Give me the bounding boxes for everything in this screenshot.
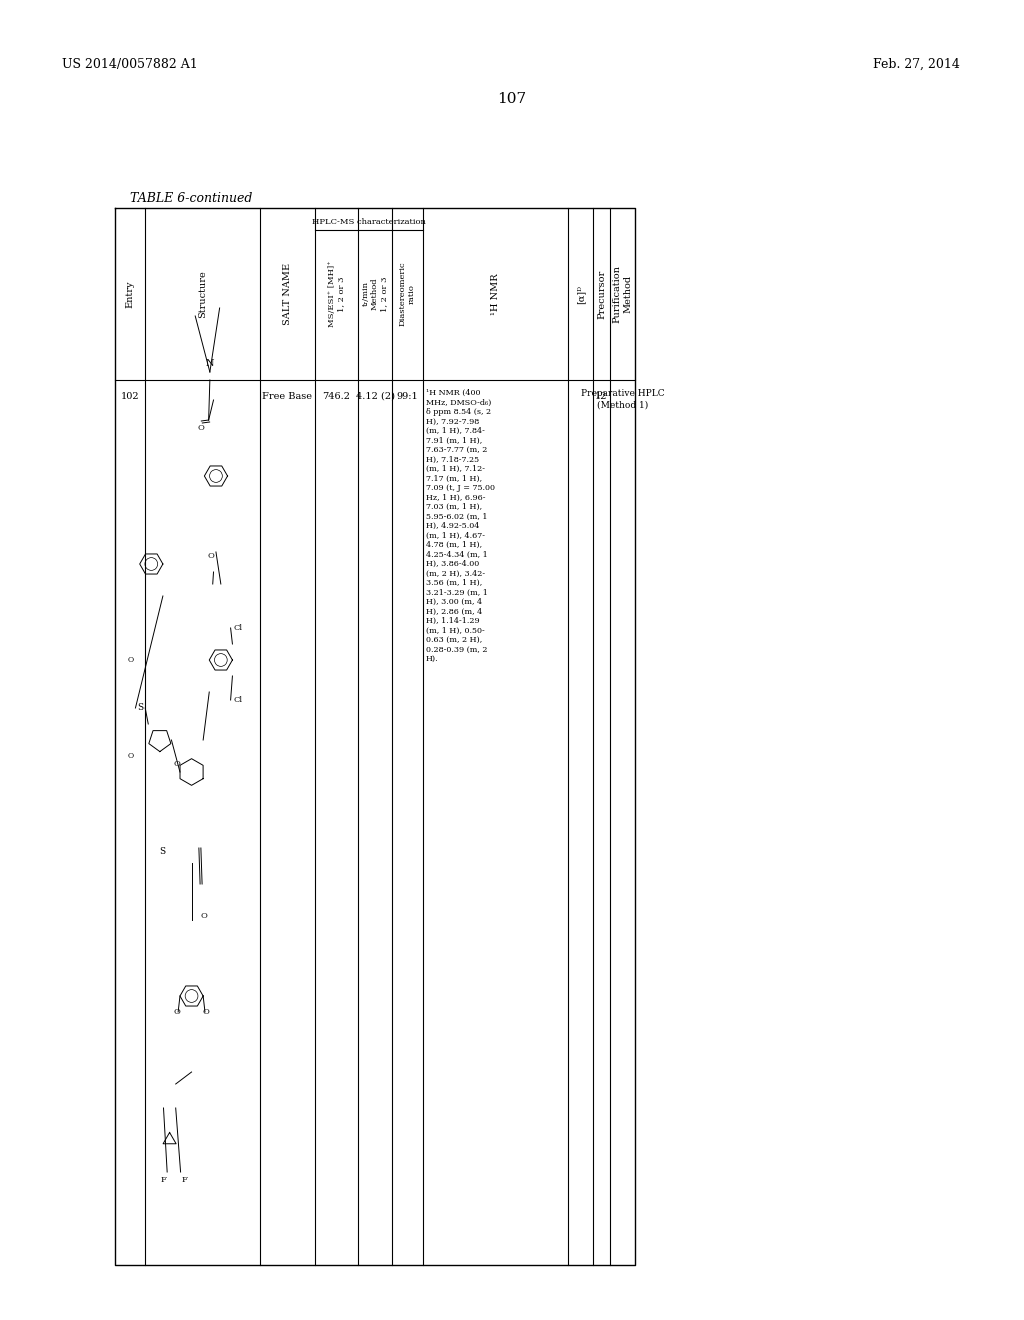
Text: F: F — [161, 1176, 167, 1184]
Text: Feb. 27, 2014: Feb. 27, 2014 — [873, 58, 961, 71]
Text: Preparative HPLC: Preparative HPLC — [581, 389, 665, 399]
Text: H), 4.92-5.04: H), 4.92-5.04 — [426, 521, 479, 531]
Text: Hz, 1 H), 6.96-: Hz, 1 H), 6.96- — [426, 494, 485, 502]
Text: H), 7.18-7.25: H), 7.18-7.25 — [426, 455, 479, 463]
Text: tᵣ/min
Method
1, 2 or 3: tᵣ/min Method 1, 2 or 3 — [361, 276, 388, 312]
Text: H), 2.86 (m, 4: H), 2.86 (m, 4 — [426, 607, 482, 615]
Text: (m, 1 H), 4.67-: (m, 1 H), 4.67- — [426, 532, 485, 540]
Text: 0.28-0.39 (m, 2: 0.28-0.39 (m, 2 — [426, 645, 487, 653]
Text: 3.21-3.29 (m, 1: 3.21-3.29 (m, 1 — [426, 589, 487, 597]
Text: 4.12 (2): 4.12 (2) — [355, 392, 394, 401]
Text: [α]ᴰ: [α]ᴰ — [575, 285, 585, 304]
Text: 4.25-4.34 (m, 1: 4.25-4.34 (m, 1 — [426, 550, 487, 558]
Text: Purification
Method: Purification Method — [612, 265, 632, 323]
Text: 746.2: 746.2 — [323, 392, 350, 401]
Text: F: F — [181, 1176, 187, 1184]
Text: (m, 1 H), 7.12-: (m, 1 H), 7.12- — [426, 465, 485, 473]
Text: 99:1: 99:1 — [396, 392, 419, 401]
Text: MS/ESI⁺ [MH]⁺
1, 2 or 3: MS/ESI⁺ [MH]⁺ 1, 2 or 3 — [328, 260, 345, 327]
Text: Free Base: Free Base — [262, 392, 312, 401]
Text: TABLE 6-continued: TABLE 6-continued — [130, 191, 252, 205]
Text: Cl: Cl — [233, 624, 243, 632]
Text: HPLC-MS characterization: HPLC-MS characterization — [312, 218, 426, 226]
Text: S: S — [159, 847, 165, 857]
Text: ¹H NMR (400: ¹H NMR (400 — [426, 389, 480, 397]
Text: O: O — [201, 912, 207, 920]
Text: 7.09 (t, J = 75.00: 7.09 (t, J = 75.00 — [426, 484, 495, 492]
Text: H), 3.86-4.00: H), 3.86-4.00 — [426, 560, 479, 568]
Text: (m, 1 H), 7.84-: (m, 1 H), 7.84- — [426, 426, 485, 436]
Text: Structure: Structure — [198, 271, 207, 318]
Text: SALT NAME: SALT NAME — [283, 263, 292, 325]
Text: Diastereomeric
ratio: Diastereomeric ratio — [399, 261, 416, 326]
Text: N: N — [206, 359, 214, 368]
Text: ¹H NMR: ¹H NMR — [490, 273, 500, 314]
Text: Entry: Entry — [126, 280, 134, 308]
Text: 5.95-6.02 (m, 1: 5.95-6.02 (m, 1 — [426, 512, 487, 520]
Text: 7.63-7.77 (m, 2: 7.63-7.77 (m, 2 — [426, 446, 487, 454]
Text: O: O — [128, 656, 133, 664]
Text: Precursor: Precursor — [597, 269, 606, 318]
Text: (Method 1): (Method 1) — [597, 401, 648, 411]
Text: O: O — [173, 760, 180, 768]
Text: O: O — [203, 1008, 210, 1016]
Text: 3.56 (m, 1 H),: 3.56 (m, 1 H), — [426, 579, 482, 587]
Text: O: O — [173, 1008, 180, 1016]
Text: O: O — [128, 752, 133, 760]
Text: 12: 12 — [595, 392, 608, 401]
Text: O: O — [208, 552, 214, 560]
Text: 102: 102 — [121, 392, 139, 401]
Text: S: S — [137, 704, 143, 713]
Text: δ ppm 8.54 (s, 2: δ ppm 8.54 (s, 2 — [426, 408, 492, 416]
Text: H).: H). — [426, 655, 438, 663]
Text: H), 7.92-7.98: H), 7.92-7.98 — [426, 417, 479, 425]
Text: O: O — [198, 424, 205, 432]
Text: (m, 1 H), 0.50-: (m, 1 H), 0.50- — [426, 627, 484, 635]
Text: 7.03 (m, 1 H),: 7.03 (m, 1 H), — [426, 503, 482, 511]
Text: Cl: Cl — [233, 696, 243, 704]
Text: 7.17 (m, 1 H),: 7.17 (m, 1 H), — [426, 474, 482, 483]
Text: US 2014/0057882 A1: US 2014/0057882 A1 — [62, 58, 198, 71]
Text: 7.91 (m, 1 H),: 7.91 (m, 1 H), — [426, 437, 482, 445]
Text: 4.78 (m, 1 H),: 4.78 (m, 1 H), — [426, 541, 482, 549]
Text: MHz, DMSO-d₆): MHz, DMSO-d₆) — [426, 399, 492, 407]
Text: 0.63 (m, 2 H),: 0.63 (m, 2 H), — [426, 636, 482, 644]
Text: H), 3.00 (m, 4: H), 3.00 (m, 4 — [426, 598, 482, 606]
Text: H), 1.14-1.29: H), 1.14-1.29 — [426, 616, 479, 624]
Text: 107: 107 — [498, 92, 526, 106]
Text: (m, 2 H), 3.42-: (m, 2 H), 3.42- — [426, 569, 485, 578]
